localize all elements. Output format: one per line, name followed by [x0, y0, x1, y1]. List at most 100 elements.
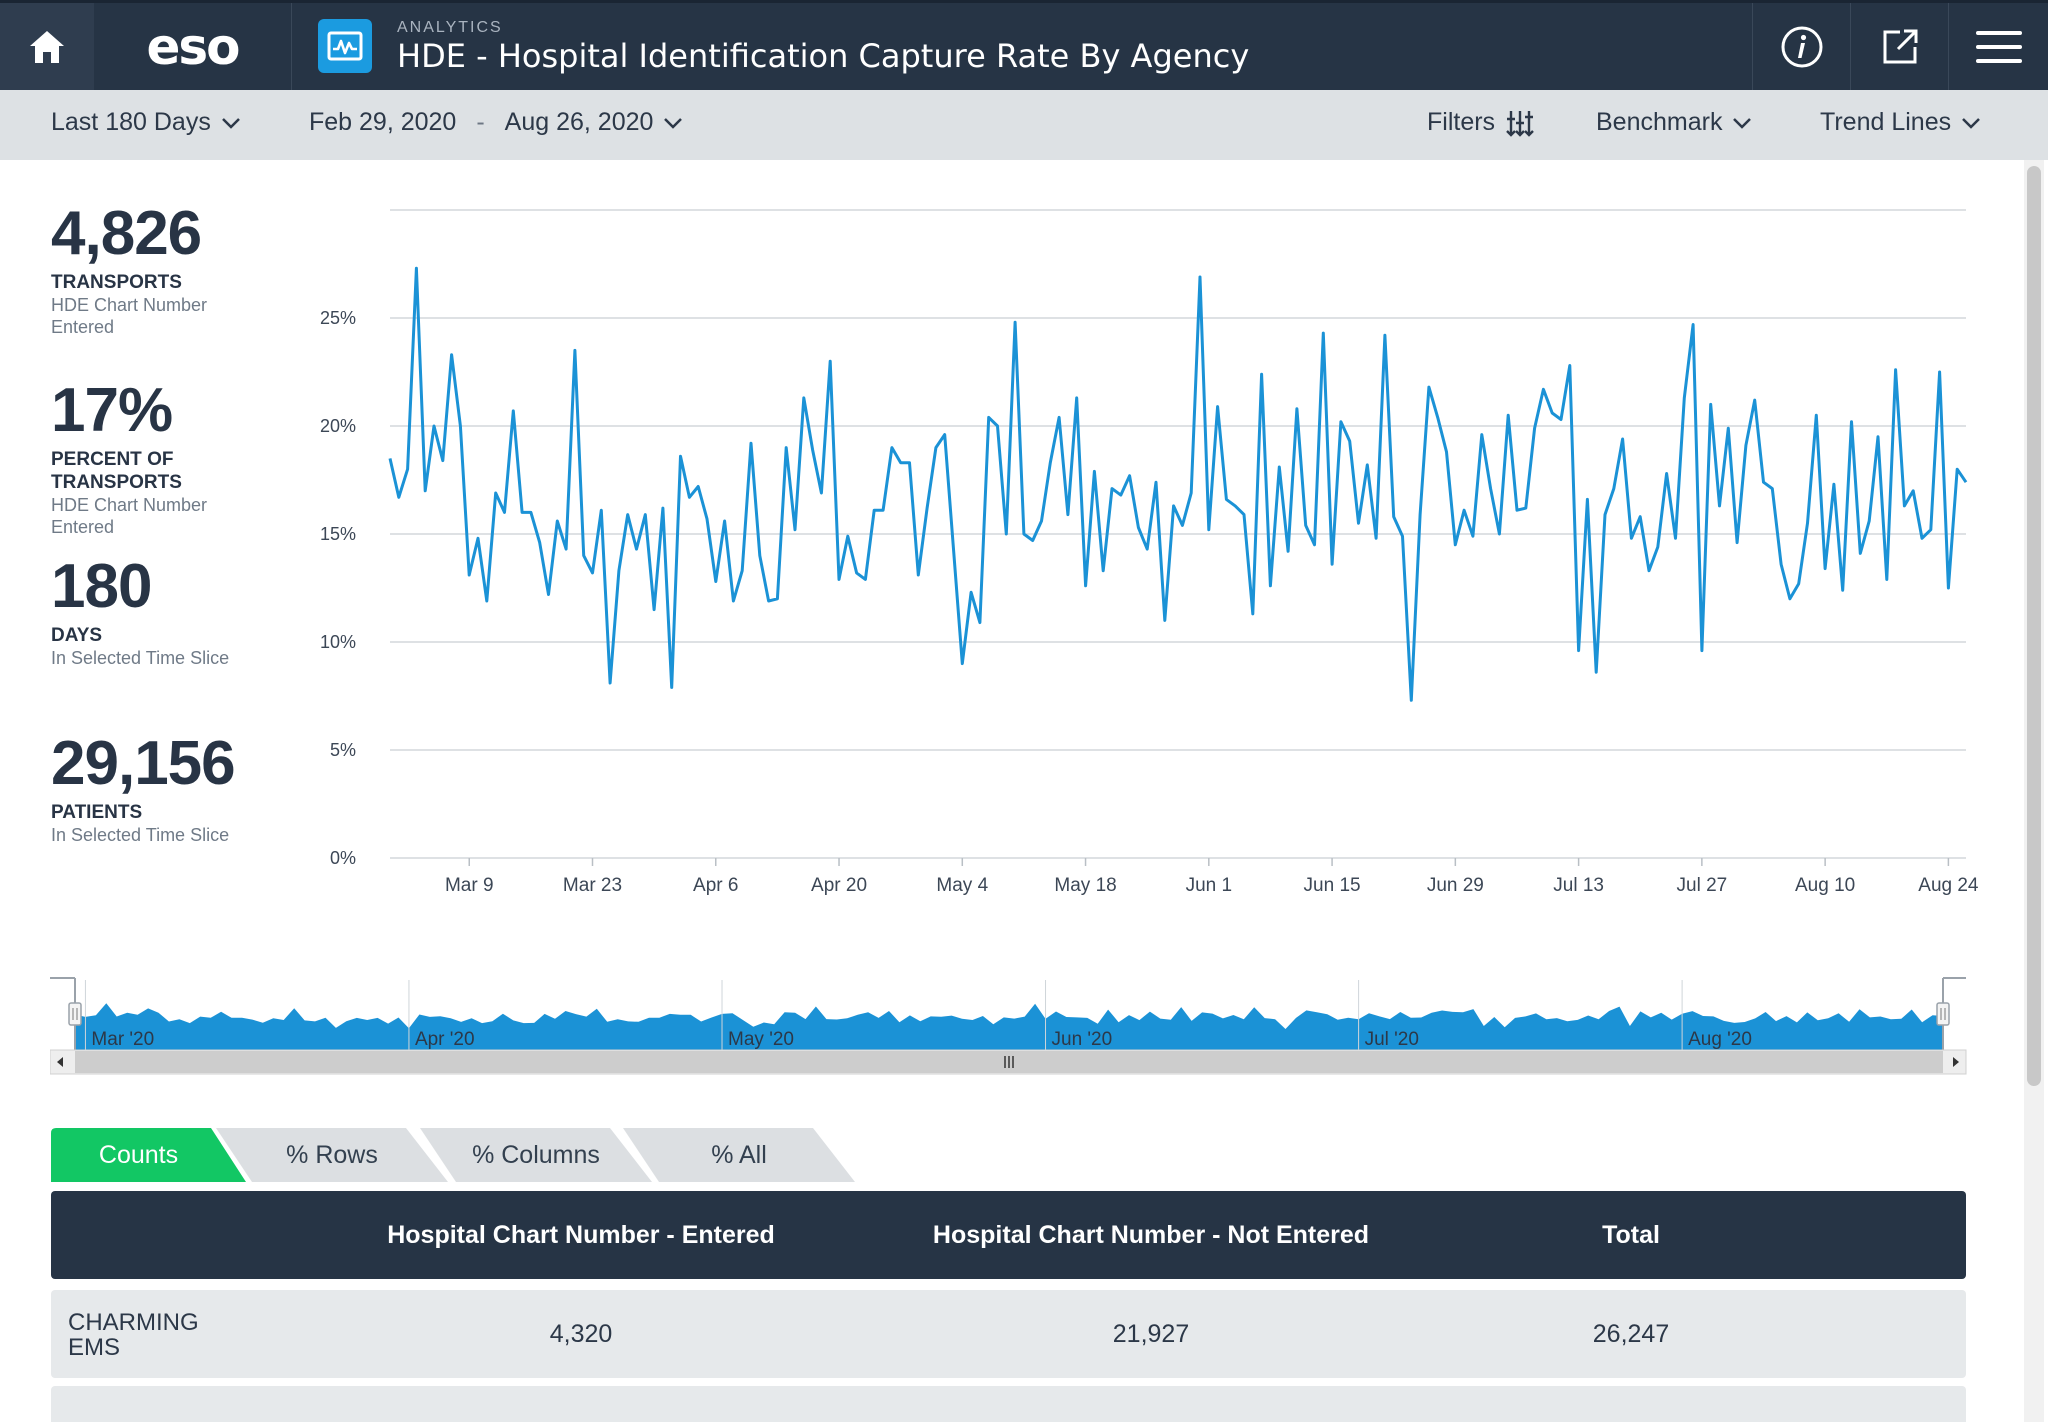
cell-entered: 4,320 [549, 1320, 613, 1348]
column-header-total[interactable]: Total [1602, 1221, 1660, 1249]
stat-label: PATIENTS [51, 802, 143, 823]
x-tick-label: Jun 15 [1304, 875, 1361, 896]
y-tick-label: 10% [320, 632, 356, 652]
range-label: Last 180 Days [51, 108, 211, 136]
x-tick-label: Aug 24 [1918, 875, 1979, 896]
navigator-month-label: May '20 [728, 1029, 794, 1050]
filter-sliders-icon [1506, 110, 1534, 137]
range-dropdown[interactable]: Last 180 Days [51, 108, 241, 137]
chevron-down-icon [1962, 117, 1980, 129]
filters-button[interactable]: Filters [1427, 108, 1535, 137]
top-header: eso ANALYTICS HDE - Hospital Identificat… [0, 0, 2048, 90]
cell-total: 26,247 [1592, 1320, 1670, 1348]
table-header: Hospital Chart Number - Entered Hospital… [51, 1191, 1966, 1279]
x-tick-label: May 4 [936, 875, 988, 896]
y-tick-label: 0% [330, 848, 356, 868]
date-range-dropdown[interactable]: Feb 29, 2020 - Aug 26, 2020 [309, 108, 683, 137]
table-row[interactable]: CHARMING EMS 4,320 21,927 26,247 [51, 1290, 1966, 1378]
stat-value: 17% [51, 376, 173, 445]
stat-value: 180 [51, 552, 152, 621]
x-tick-label: May 18 [1054, 875, 1116, 896]
tab-percent-all[interactable]: % All [623, 1128, 855, 1182]
page-title: HDE - Hospital Identification Capture Ra… [397, 37, 1250, 75]
filters-label: Filters [1427, 108, 1496, 136]
stat-days: 180 DAYS In Selected Time Slice [51, 556, 251, 669]
stat-sub: In Selected Time Slice [51, 648, 230, 668]
home-button[interactable] [0, 3, 94, 90]
home-icon [30, 30, 64, 63]
stat-value: 4,826 [51, 199, 202, 268]
page-scrollbar[interactable] [2024, 160, 2044, 1422]
x-tick-label: Jul 13 [1553, 875, 1604, 896]
x-tick-label: Mar 9 [445, 875, 494, 896]
tab-background [623, 1128, 855, 1182]
y-tick-label: 15% [320, 524, 356, 544]
x-tick-label: Jun 1 [1186, 875, 1232, 896]
capture-rate-line-chart[interactable]: 0% 5% 10% 15% 20% 25% Mar 9 Mar 23 Apr 6 Apr 20 Ma… [290, 190, 1980, 910]
tab-label: % Rows [286, 1140, 378, 1169]
tab-percent-columns[interactable]: % Columns [420, 1128, 652, 1182]
x-tick-label: Aug 10 [1795, 875, 1855, 896]
filter-bar: Last 180 Days Feb 29, 2020 - Aug 26, 202… [0, 90, 2048, 160]
tab-background [216, 1128, 448, 1182]
tab-percent-rows[interactable]: % Rows [216, 1128, 448, 1182]
tab-label: Counts [98, 1140, 179, 1169]
eso-logo[interactable]: eso [94, 3, 292, 90]
open-external-icon [1883, 29, 1917, 63]
app-kicker: ANALYTICS [397, 19, 503, 36]
cell-not-entered: 21,927 [1112, 1320, 1190, 1348]
series-line [388, 266, 1968, 702]
tab-counts[interactable]: Counts [51, 1128, 246, 1182]
column-header-entered[interactable]: Hospital Chart Number - Entered [387, 1221, 775, 1249]
date-start: Feb 29, 2020 [309, 108, 457, 136]
navigator-left-handle[interactable] [68, 1002, 82, 1026]
analytics-chart-icon [318, 19, 372, 73]
chevron-down-icon [1733, 117, 1752, 129]
scroll-left-arrow-icon[interactable] [57, 1057, 63, 1067]
navigator-month-label: Aug '20 [1688, 1029, 1752, 1050]
menu-button[interactable] [1948, 3, 2048, 90]
navigator-month-label: Mar '20 [91, 1029, 154, 1050]
y-tick-label: 20% [320, 416, 356, 436]
navigator-month-label: Jul '20 [1365, 1029, 1419, 1050]
benchmark-label: Benchmark [1596, 108, 1723, 136]
x-tick-label: Mar 23 [563, 875, 622, 896]
date-separator: - [476, 108, 485, 136]
stat-sub: In Selected Time Slice [51, 825, 230, 845]
date-end: Aug 26, 2020 [504, 108, 654, 136]
trend-lines-dropdown[interactable]: Trend Lines [1820, 108, 1981, 137]
benchmark-dropdown[interactable]: Benchmark [1596, 108, 1752, 137]
y-tick-label: 5% [330, 740, 356, 760]
stat-label: DAYS [51, 625, 103, 646]
x-tick-label: Apr 20 [811, 875, 867, 896]
chevron-down-icon [221, 117, 240, 129]
time-navigator[interactable]: Mar '20 Apr '20 May '20 Jun '20 Jul '20 Aug '… [50, 975, 1970, 1080]
stat-label: TRANSPORTS [51, 272, 182, 293]
navigator-month-label: Jun '20 [1052, 1029, 1113, 1050]
navigator-right-handle[interactable] [1936, 1002, 1950, 1026]
x-tick-label: Jul 27 [1677, 875, 1728, 896]
hamburger-menu-icon [1975, 30, 2022, 63]
agency-name: CHARMING EMS [68, 1309, 199, 1361]
logo-text: eso [146, 17, 240, 76]
stat-transports: 4,826 TRANSPORTS HDE Chart Number Entere… [51, 203, 251, 338]
tab-label: % All [711, 1140, 767, 1169]
stat-sub: HDE Chart Number Entered [51, 295, 208, 337]
info-button[interactable] [1752, 3, 1850, 90]
tab-background [51, 1128, 246, 1182]
y-tick-label: 25% [320, 308, 356, 328]
open-external-button[interactable] [1850, 3, 1948, 90]
stat-patients: 29,156 PATIENTS In Selected Time Slice [51, 733, 251, 846]
stat-sub: HDE Chart Number Entered [51, 495, 208, 537]
navigator-month-label: Apr '20 [415, 1029, 475, 1050]
trend-lines-label: Trend Lines [1820, 108, 1952, 136]
stat-value: 29,156 [51, 729, 236, 798]
tab-label: % Columns [472, 1140, 600, 1169]
x-tick-label: Jun 29 [1427, 875, 1484, 896]
stat-percent: 17% PERCENT OF TRANSPORTS HDE Chart Numb… [51, 380, 251, 538]
scroll-right-arrow-icon[interactable] [1953, 1057, 1959, 1067]
page-scrollbar-thumb[interactable] [2027, 166, 2041, 1086]
column-header-not-entered[interactable]: Hospital Chart Number - Not Entered [932, 1221, 1370, 1249]
info-icon [1781, 26, 1822, 67]
table-row[interactable] [51, 1386, 1966, 1422]
